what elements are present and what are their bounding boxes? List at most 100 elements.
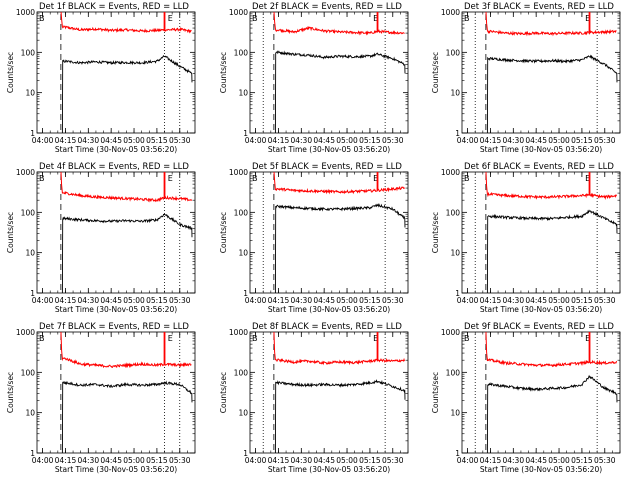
x-axis-label: Start Time (30-Nov-05 03:56:20) xyxy=(480,145,602,154)
x-tick-label: 05:00 xyxy=(336,136,358,145)
x-tick-label: 05:15 xyxy=(146,136,168,145)
chart-panel: Det 9f BLACK = Events, RED = LLD 1 10 100 10… xyxy=(431,322,621,474)
x-axis-label: Start Time (30-Nov-05 03:56:20) xyxy=(268,305,390,314)
y-axis-label: Counts/sec xyxy=(219,372,228,413)
chart-panel: Det 3f BLACK = Events, RED = LLD 1 10 100 10… xyxy=(431,2,621,154)
chart-panel: Det 6f BLACK = Events, RED = LLD 1 10 100 10… xyxy=(431,162,621,314)
x-tick-label: 05:30 xyxy=(169,136,191,145)
y-axis-label: Counts/sec xyxy=(431,52,440,93)
chart-title: Det 1f BLACK = Events, RED = LLD xyxy=(39,2,189,12)
y-tick-label: 100 xyxy=(234,208,249,217)
marker-b: B xyxy=(464,14,470,23)
plot-frame xyxy=(461,171,621,294)
series-line-lld xyxy=(485,172,617,200)
y-tick-label: 10 xyxy=(25,249,35,258)
series-line-events xyxy=(486,209,618,293)
y-axis-label: Counts/sec xyxy=(6,212,15,253)
x-axis-label: Start Time (30-Nov-05 03:56:20) xyxy=(268,465,390,474)
y-tick-label: 1000 xyxy=(441,8,460,17)
x-tick-label: 05:30 xyxy=(382,296,404,305)
x-tick-label: 05:15 xyxy=(571,136,593,145)
x-tick-label: 05:30 xyxy=(594,136,616,145)
plot-frame xyxy=(461,331,621,454)
x-tick-label: 04:00 xyxy=(32,456,54,465)
marker-e: E xyxy=(585,334,590,343)
y-tick-label: 10 xyxy=(238,249,248,258)
marker-e: E xyxy=(585,174,590,183)
y-tick-label: 100 xyxy=(446,368,461,377)
chart-panel: Det 4f BLACK = Events, RED = LLD 1 10 100 10… xyxy=(6,162,196,314)
marker-b: B xyxy=(252,174,258,183)
y-tick-label: 10 xyxy=(25,409,35,418)
x-tick-label: 05:15 xyxy=(146,296,168,305)
x-tick-label: 05:15 xyxy=(571,296,593,305)
series-line-events xyxy=(61,213,193,293)
chart-panel: Det 2f BLACK = Events, RED = LLD 1 10 100 10… xyxy=(219,2,409,154)
x-tick-label: 04:15 xyxy=(55,296,77,305)
x-tick-label: 04:45 xyxy=(525,136,547,145)
plot-frame xyxy=(36,171,196,294)
series-line-events xyxy=(486,374,618,453)
y-tick-label: 1 xyxy=(455,129,460,138)
x-tick-label: 04:15 xyxy=(268,456,290,465)
x-tick-label: 05:00 xyxy=(548,456,570,465)
marker-b: B xyxy=(464,334,470,343)
x-tick-label: 05:15 xyxy=(571,456,593,465)
marker-e: E xyxy=(373,334,378,343)
marker-e: E xyxy=(373,14,378,23)
x-tick-label: 05:30 xyxy=(382,136,404,145)
x-axis-label: Start Time (30-Nov-05 03:56:20) xyxy=(268,145,390,154)
chart-title: Det 9f BLACK = Events, RED = LLD xyxy=(464,322,614,332)
chart-panel: Det 8f BLACK = Events, RED = LLD 1 10 100 10… xyxy=(219,322,409,474)
y-axis-label: Counts/sec xyxy=(6,52,15,93)
x-tick-label: 05:00 xyxy=(123,296,145,305)
x-tick-label: 05:00 xyxy=(336,456,358,465)
y-tick-label: 100 xyxy=(21,48,36,57)
series-line-lld xyxy=(273,332,405,366)
y-tick-label: 1000 xyxy=(16,168,35,177)
x-tick-label: 05:00 xyxy=(336,296,358,305)
x-tick-label: 05:30 xyxy=(594,456,616,465)
plot-frame xyxy=(461,11,621,134)
series-line-events xyxy=(486,54,618,133)
y-tick-label: 1 xyxy=(30,449,35,458)
x-tick-label: 04:00 xyxy=(457,296,479,305)
y-tick-label: 1 xyxy=(243,129,248,138)
x-tick-label: 04:30 xyxy=(290,296,312,305)
chart-panel: Det 7f BLACK = Events, RED = LLD 1 10 100 10… xyxy=(6,322,196,474)
y-axis-label: Counts/sec xyxy=(6,372,15,413)
marker-e: E xyxy=(168,334,173,343)
x-tick-label: 04:30 xyxy=(77,296,99,305)
y-tick-label: 1000 xyxy=(229,8,248,17)
x-axis-label: Start Time (30-Nov-05 03:56:20) xyxy=(480,465,602,474)
x-tick-label: 04:15 xyxy=(268,136,290,145)
x-tick-label: 04:45 xyxy=(100,296,122,305)
series-line-lld xyxy=(485,332,617,368)
x-tick-label: 05:15 xyxy=(146,456,168,465)
chart-title: Det 5f BLACK = Events, RED = LLD xyxy=(252,162,402,172)
y-tick-label: 1000 xyxy=(16,328,35,337)
marker-e: E xyxy=(168,174,173,183)
chart-title: Det 2f BLACK = Events, RED = LLD xyxy=(252,2,402,12)
x-tick-label: 05:15 xyxy=(359,456,381,465)
x-tick-label: 05:30 xyxy=(594,296,616,305)
x-tick-label: 05:00 xyxy=(548,296,570,305)
series-line-lld xyxy=(60,12,192,34)
marker-b: B xyxy=(464,174,470,183)
x-tick-label: 04:15 xyxy=(268,296,290,305)
chart-title: Det 7f BLACK = Events, RED = LLD xyxy=(39,322,189,332)
plot-frame xyxy=(249,331,409,454)
y-tick-label: 10 xyxy=(238,409,248,418)
x-axis-label: Start Time (30-Nov-05 03:56:20) xyxy=(55,145,177,154)
x-tick-label: 04:15 xyxy=(480,456,502,465)
x-tick-label: 05:00 xyxy=(548,136,570,145)
series-line-lld xyxy=(485,12,617,37)
marker-b: B xyxy=(39,174,45,183)
x-tick-label: 04:30 xyxy=(77,136,99,145)
y-tick-label: 1000 xyxy=(229,168,248,177)
x-tick-label: 04:30 xyxy=(502,456,524,465)
x-axis-label: Start Time (30-Nov-05 03:56:20) xyxy=(55,465,177,474)
y-tick-label: 1000 xyxy=(441,328,460,337)
chart-title: Det 8f BLACK = Events, RED = LLD xyxy=(252,322,402,332)
x-tick-label: 04:45 xyxy=(313,456,335,465)
